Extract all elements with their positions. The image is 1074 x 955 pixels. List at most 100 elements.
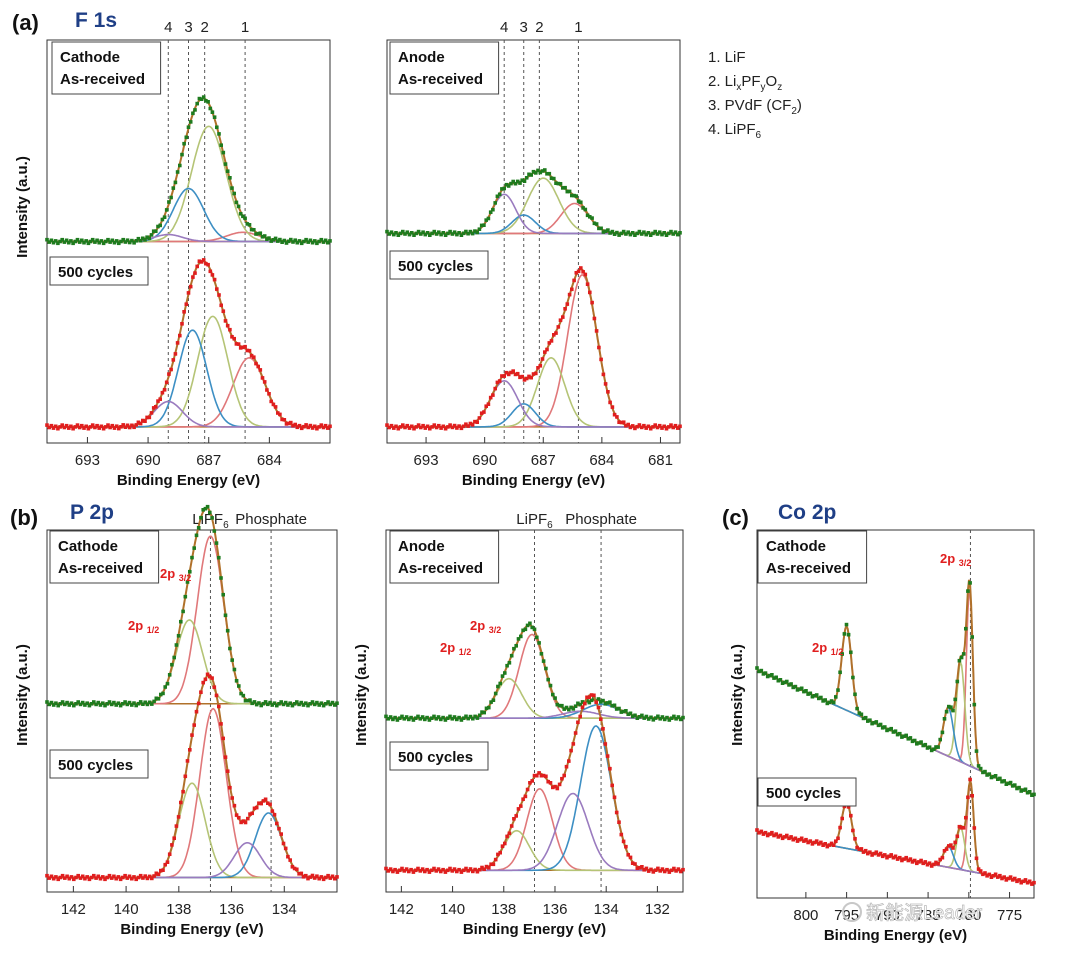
data-point-cycled [838, 825, 842, 830]
data-point-as-received [655, 232, 660, 236]
data-point-as-received [105, 702, 109, 706]
data-point-cycled [978, 869, 983, 873]
data-point-cycled [225, 769, 230, 773]
data-point-as-received [851, 675, 855, 680]
data-point-as-received [394, 231, 398, 235]
data-point-cycled [63, 876, 67, 880]
data-point-as-received [234, 200, 239, 205]
sample-label-box [757, 530, 868, 584]
data-point-as-received [489, 700, 493, 704]
peak-annotation-sub: 3/2 [959, 558, 972, 568]
data-point-as-received [118, 703, 123, 708]
data-point-as-received [64, 238, 69, 243]
data-point-as-received [58, 702, 63, 706]
data-point-cycled [171, 358, 176, 362]
data-point-cycled [201, 680, 205, 685]
data-point-cycled [955, 834, 960, 839]
data-point-cycled [404, 867, 409, 871]
data-point-as-received [387, 232, 392, 236]
data-point-as-received [132, 701, 136, 705]
data-point-as-received [606, 228, 610, 232]
data-point-cycled [221, 309, 226, 313]
data-point-cycled [765, 833, 770, 838]
data-point-cycled [823, 842, 827, 846]
data-point-as-received [156, 697, 161, 701]
data-point-cycled [85, 875, 89, 879]
data-point-as-received [450, 232, 455, 236]
data-point-as-received [649, 715, 653, 720]
data-point-as-received [121, 702, 125, 706]
data-point-cycled [612, 412, 617, 417]
data-point-as-received [308, 238, 313, 243]
data-point-as-received [295, 240, 300, 245]
data-point-cycled [330, 874, 335, 879]
data-point-cycled [795, 839, 800, 843]
data-point-cycled [921, 861, 925, 866]
data-point-as-received [236, 204, 241, 209]
ref-line-label-sub: 6 [547, 520, 553, 531]
data-point-as-received [261, 701, 266, 706]
data-point-as-received [678, 231, 682, 235]
data-point-cycled [312, 876, 317, 880]
data-point-cycled [539, 773, 544, 778]
data-point-as-received [987, 772, 992, 776]
data-point-cycled [1032, 880, 1036, 885]
data-point-as-received [565, 189, 570, 194]
data-point-as-received [541, 659, 546, 663]
data-point-cycled [401, 423, 405, 427]
data-point-cycled [104, 425, 108, 429]
data-point-cycled [518, 375, 522, 380]
data-point-as-received [592, 221, 597, 226]
data-point-cycled [940, 855, 945, 860]
data-point-as-received [181, 609, 185, 614]
data-point-as-received [188, 569, 192, 574]
data-point-as-received [386, 717, 391, 721]
data-point-cycled [123, 425, 128, 429]
data-point-as-received [496, 684, 500, 689]
data-point-as-received [214, 541, 219, 545]
data-point-cycled [998, 873, 1002, 878]
data-point-as-received [56, 241, 60, 246]
data-point-cycled [561, 315, 565, 319]
data-point-cycled [504, 370, 509, 375]
data-point-cycled [479, 411, 484, 415]
data-point-as-received [268, 700, 272, 705]
data-point-as-received [260, 235, 265, 239]
data-point-as-received [263, 700, 268, 704]
data-point-cycled [394, 424, 398, 429]
data-point-as-received [212, 115, 217, 119]
y-axis-label: Intensity (a.u.) [729, 644, 746, 746]
data-point-cycled [475, 869, 480, 874]
x-tick-label: 785 [916, 907, 941, 924]
data-point-as-received [628, 232, 633, 237]
data-point-cycled [439, 869, 443, 874]
data-point-cycled [891, 855, 896, 860]
data-point-cycled [80, 423, 84, 428]
data-point-as-received [286, 703, 290, 707]
data-point-as-received [333, 703, 337, 707]
data-point-cycled [97, 426, 101, 430]
data-point-as-received [401, 229, 405, 234]
data-point-cycled [464, 422, 468, 426]
ref-line-label: 1 [241, 19, 249, 36]
data-point-as-received [817, 696, 821, 701]
data-point-as-received [545, 172, 549, 176]
data-point-cycled [121, 423, 125, 427]
data-point-cycled [547, 341, 552, 345]
data-point-as-received [637, 229, 642, 234]
data-point-as-received [664, 233, 669, 237]
data-point-as-received [158, 223, 162, 228]
data-point-cycled [276, 411, 280, 415]
data-point-cycled [821, 843, 825, 847]
data-point-cycled [47, 425, 51, 430]
data-point-as-received [998, 776, 1002, 781]
data-point-as-received [172, 655, 176, 660]
data-point-as-received [522, 179, 527, 183]
data-point-as-received [673, 230, 678, 234]
data-point-as-received [267, 236, 271, 240]
data-point-cycled [150, 876, 154, 881]
data-point-cycled [564, 764, 569, 769]
data-point-cycled [578, 714, 582, 719]
data-point-as-received [249, 227, 254, 232]
data-point-cycled [241, 819, 246, 823]
